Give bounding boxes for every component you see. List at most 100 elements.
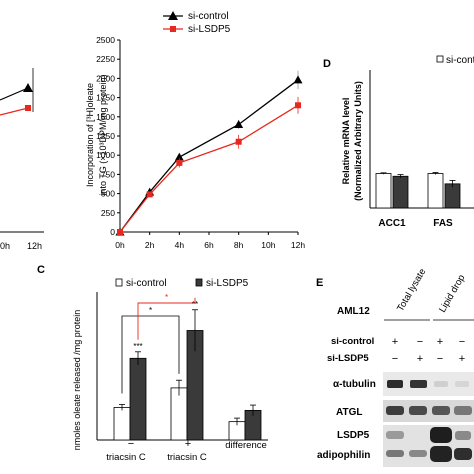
panel-c-chart: *******: [96, 292, 268, 441]
point-lsdp5: [295, 102, 301, 109]
panel-e-cell-line: AML12: [337, 306, 370, 317]
band: [454, 448, 472, 460]
panel-c-group2-label: triacsin C: [167, 452, 207, 463]
sign-r1-c1: +: [392, 336, 398, 348]
ytick-label: 1000: [96, 150, 115, 160]
panel-e-header-lipid-droplet: Lipid drop: [437, 273, 467, 315]
panel-b-ticks: 0 250 500 750 1000 1250 1500 1750 2000 2250 2500 0h…: [96, 35, 305, 250]
panel-e: E AML12 Total lysate Lipid drop si-contr…: [316, 267, 474, 467]
point-control: [234, 119, 244, 128]
legend-marker-control: [168, 11, 178, 20]
panel-e-row-si-lsdp5: si-LSDP5: [327, 353, 369, 364]
panel-b-axes: [119, 40, 298, 233]
panel-d-ylabel-line2: (Normalized Arbitrary Units): [353, 81, 363, 201]
panel-c-group3-label: difference: [225, 440, 267, 451]
band: [409, 406, 427, 415]
panel-c-legend-swatch-lsdp5: [195, 278, 203, 287]
sign-r2-c1: −: [392, 353, 398, 365]
band: [386, 406, 404, 415]
panel-d-letter: D: [323, 58, 331, 70]
sign-r1-c3: +: [437, 336, 443, 348]
panel-d-xtick-fas: FAS: [433, 218, 453, 229]
xtick-label: 8h: [234, 240, 244, 250]
bar-si-control: [427, 173, 444, 209]
panel-c-legend-label-control: si-control: [126, 278, 167, 289]
ytick-label: 2000: [96, 73, 115, 83]
band: [430, 427, 452, 443]
panel-d-legend-swatch: [436, 55, 444, 63]
blot-label-lsdp5: LSDP5: [337, 430, 370, 441]
panel-b-ylabel-line2: into TG (×10³DPM/mg protein): [98, 74, 108, 195]
ytick-label: 2500: [96, 35, 115, 45]
ytick-label: 750: [101, 169, 115, 179]
legend-label-control: si-control: [188, 11, 229, 22]
panel-d-legend-label: si-control: [446, 55, 474, 66]
blot-label-tubulin: α-tubulin: [333, 379, 376, 390]
panel-b: si-control si-LSDP5 Incorporation of [³H…: [85, 11, 305, 250]
panel-e-sign-row-1: + − + −: [392, 336, 465, 348]
band: [386, 431, 404, 439]
panel-a-xtick-12h: 12h: [27, 241, 42, 251]
panel-c-group1-label: triacsin C: [106, 452, 146, 463]
sig-label: ***: [133, 342, 142, 351]
series-line-si-control: [119, 79, 299, 233]
point-lsdp5: [117, 229, 123, 235]
panel-d-chart: [369, 70, 474, 209]
blot-strip-atgl: [383, 400, 474, 422]
band: [387, 380, 403, 388]
panel-d-ylabel-line1: Relative mRNA level: [341, 98, 351, 185]
legend-marker-lsdp5: [170, 26, 176, 32]
panel-d-xtick-acc1: ACC1: [378, 218, 406, 229]
panel-e-row-si-control: si-control: [331, 336, 374, 347]
ytick-label: 500: [101, 189, 115, 199]
xtick-label: 2h: [145, 240, 155, 250]
bar-si-LSDP5: [444, 183, 461, 209]
band: [386, 450, 404, 457]
ytick-label: 250: [101, 208, 115, 218]
sign-r1-c2: −: [417, 336, 423, 348]
sig-label: *: [149, 306, 152, 315]
xtick-label: 12h: [291, 240, 305, 250]
band: [430, 446, 452, 462]
sig-label: *: [165, 293, 168, 302]
band: [432, 406, 450, 415]
panel-a-control-line: [0, 87, 29, 101]
panel-c-letter: C: [37, 264, 45, 276]
panel-d: D si-control Relative mRNA level (Normal…: [323, 55, 474, 229]
sign-r2-c2: +: [417, 353, 423, 365]
band: [434, 381, 448, 387]
blot-alpha-tubulin: [383, 372, 474, 396]
band: [455, 381, 469, 387]
sig-bracket-red: [137, 297, 196, 340]
band: [454, 406, 472, 415]
ytick-label: 2250: [96, 54, 115, 64]
blot-label-adipophilin: adipophilin: [317, 450, 370, 461]
panel-e-header-total-lysate: Total lysate: [395, 267, 428, 314]
band: [409, 450, 427, 457]
bar-si-control: [375, 173, 392, 209]
panel-a-lsdp5-marker: [25, 105, 31, 111]
panel-a-xtick-0h: 0h: [0, 241, 10, 251]
panel-c-legend-label-lsdp5: si-LSDP5: [206, 278, 249, 289]
legend-label-lsdp5: si-LSDP5: [188, 24, 231, 35]
panel-e-sign-row-2: − + − +: [392, 353, 465, 365]
xtick-label: 10h: [261, 240, 275, 250]
panel-c-legend-swatch-control: [115, 278, 123, 287]
bar-si-LSDP5: [129, 357, 147, 441]
panel-b-series: [115, 70, 303, 236]
panel-a-remnant: 0h 12h: [0, 68, 44, 251]
point-control: [293, 75, 303, 84]
blot-label-atgl: ATGL: [336, 407, 362, 418]
sign-r2-c3: −: [437, 353, 443, 365]
panel-b-ylabel-line1: Incorporation of [³H]oleate: [85, 83, 95, 187]
band: [410, 380, 427, 388]
panel-c-group1-sign: −: [128, 438, 134, 450]
panel-a-lsdp5-line: [0, 107, 29, 116]
panel-c-ylabel: nmoles oleate released /mg protein: [72, 310, 82, 451]
ytick-label: 0: [110, 227, 115, 237]
bar-si-control: [113, 407, 131, 441]
sign-r1-c4: −: [459, 336, 465, 348]
panel-e-letter: E: [316, 277, 323, 289]
ytick-label: 1250: [96, 131, 115, 141]
